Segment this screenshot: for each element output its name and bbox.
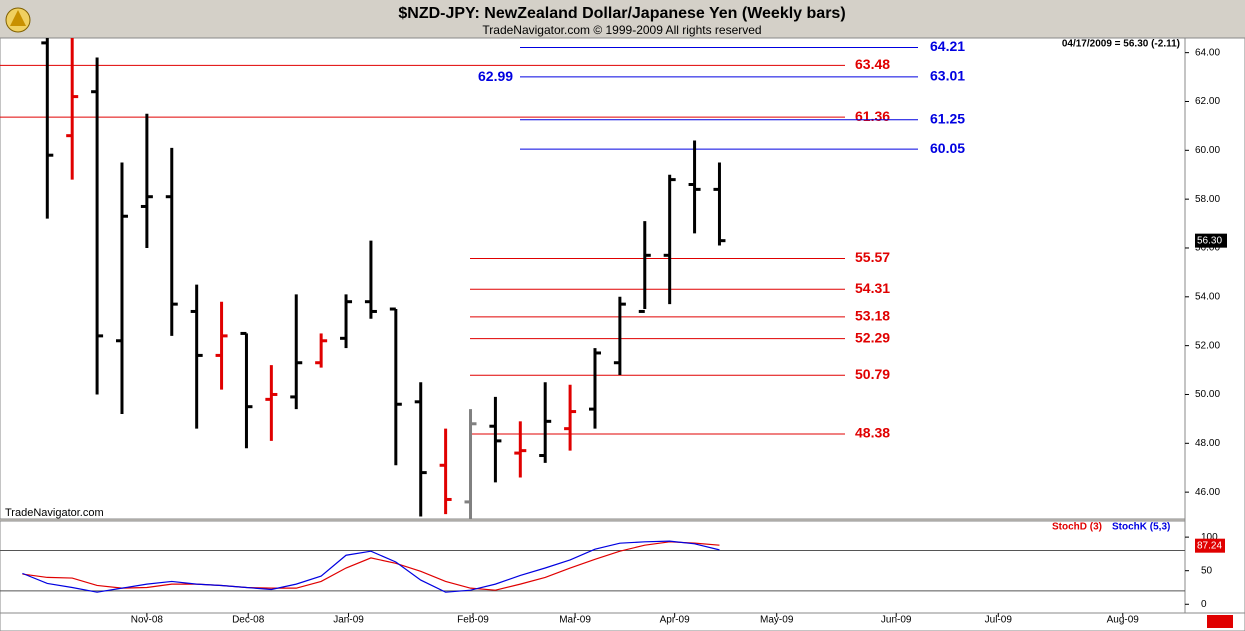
x-tick-label: Apr-09 xyxy=(660,615,690,626)
y-tick-label: 58.00 xyxy=(1195,194,1220,205)
stoch-line xyxy=(22,541,720,591)
level-label: 63.01 xyxy=(930,68,965,84)
annotation: 62.99 xyxy=(478,68,513,84)
chart-subtitle: TradeNavigator.com © 1999-2009 All right… xyxy=(482,23,761,37)
price-pane xyxy=(0,37,1186,520)
logo xyxy=(5,7,31,33)
y-tick-label: 60.00 xyxy=(1195,145,1220,156)
y-tick-label: 0 xyxy=(1201,599,1207,610)
stoch-tag xyxy=(1195,538,1225,553)
x-tick-label: Dec-08 xyxy=(232,615,265,626)
stoch-tag-label: 87.24 xyxy=(1197,540,1222,551)
x-tick-label: Nov-08 xyxy=(131,615,164,626)
x-axis-area xyxy=(0,612,1245,631)
y-tick-label: 64.00 xyxy=(1195,47,1220,58)
level-label: 55.57 xyxy=(855,249,890,265)
y-tick-label: 54.00 xyxy=(1195,291,1220,302)
level-label: 61.25 xyxy=(930,110,965,126)
legend-entry: StochD (3) xyxy=(1052,522,1102,533)
chart-title: $NZD-JPY: NewZealand Dollar/Japanese Yen… xyxy=(398,5,845,22)
level-label: 64.21 xyxy=(930,38,965,54)
level-label: 61.36 xyxy=(855,108,890,124)
x-tick-label: Aug-09 xyxy=(1107,615,1140,626)
watermark: TradeNavigator.com xyxy=(5,507,104,519)
y-tick-label: 50 xyxy=(1201,565,1213,576)
x-tick-label: Jul-09 xyxy=(985,615,1013,626)
level-label: 53.18 xyxy=(855,308,890,324)
y-tick-label: 56.00 xyxy=(1195,243,1220,254)
level-label: 54.31 xyxy=(855,280,890,296)
level-label: 60.05 xyxy=(930,140,965,156)
x-tick-label: May-09 xyxy=(760,615,794,626)
stoch-pane xyxy=(0,520,1186,614)
level-label: 52.29 xyxy=(855,329,890,345)
x-tick-label: Feb-09 xyxy=(457,615,489,626)
x-tick-label: Jun-09 xyxy=(881,615,912,626)
scroll-arrow[interactable] xyxy=(1207,615,1233,628)
last-price-label: 56.30 xyxy=(1197,235,1222,246)
y-tick-label: 62.00 xyxy=(1195,96,1220,107)
y-tick-label: 52.00 xyxy=(1195,340,1220,351)
x-tick-label: Mar-09 xyxy=(559,615,591,626)
y-tick-label: 48.00 xyxy=(1195,438,1220,449)
level-label: 50.79 xyxy=(855,366,890,382)
level-label: 63.48 xyxy=(855,56,890,72)
y-tick-label: 46.00 xyxy=(1195,487,1220,498)
legend-entry: StochK (5,3) xyxy=(1112,522,1170,533)
header-info: 04/17/2009 = 56.30 (-2.11) xyxy=(1062,39,1180,50)
x-tick-label: Jan-09 xyxy=(333,615,364,626)
y-tick-label: 100 xyxy=(1201,532,1218,543)
last-price-tag xyxy=(1195,233,1227,248)
y-axis-area xyxy=(1184,37,1245,614)
level-label: 48.38 xyxy=(855,425,890,441)
stoch-line xyxy=(22,540,720,593)
y-tick-label: 50.00 xyxy=(1195,389,1220,400)
